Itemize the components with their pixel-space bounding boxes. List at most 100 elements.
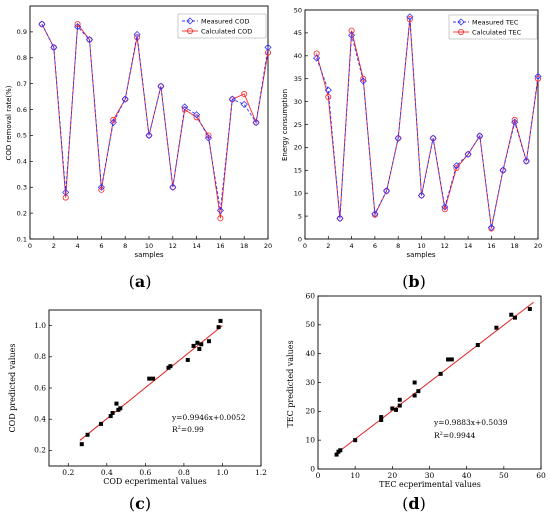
data-point-measured [157,82,165,90]
data-point-measured [85,36,94,44]
y-tick-label: 5 [298,212,302,220]
data-point-measured [240,100,248,108]
x-tick-label: 20 [264,242,272,250]
x-tick-label: 8 [396,242,400,250]
scatter-point [379,417,384,422]
y-tick-label: 20 [294,144,302,152]
y-tick-label: 0 [298,235,302,243]
panel-c-r-squared: R2=0.99 [172,425,204,434]
scatter-point [338,448,343,453]
scatter-point [114,401,119,406]
x-tick-label: 10 [350,471,360,480]
panel-b-plot-frame [304,9,539,240]
data-point-calculated [98,186,105,193]
y-tick-label: 35 [294,75,302,83]
data-point-measured [522,157,530,165]
data-point-calculated [325,94,332,101]
data-point-measured [133,30,141,39]
data-point-measured [441,203,449,211]
x-tick-label: 18 [240,242,248,250]
scatter-point [199,342,204,347]
series-line-measured [316,16,539,228]
scatter-point [168,364,173,369]
panel-a-plot-frame [29,5,269,240]
x-tick-label: 12 [441,242,449,250]
scatter-point [512,315,517,320]
y-tick-label: 0.8 [17,54,27,62]
legend-label-measured-tec: Measured TEC [472,19,519,27]
circle-icon [457,28,464,35]
scatter-point [118,406,123,411]
data-point-measured [204,134,213,142]
fit-line [79,325,223,441]
x-tick-label: 16 [487,242,495,250]
data-point-calculated [313,50,320,57]
data-point-calculated [535,75,542,82]
x-tick-label: 0 [28,242,32,250]
y-tick-label: 50 [305,320,315,329]
x-tick-label: 1.0 [216,468,228,477]
y-tick-label: 0.5 [17,132,27,140]
y-tick-label: 0.6 [17,106,27,114]
data-point-calculated [110,116,117,123]
panel-c-y-axis-label: COD predicted values [8,344,17,433]
diamond-icon [186,17,194,25]
legend-label-calculated-cod: Calculated COD [201,28,252,36]
scatter-point [191,343,196,348]
x-tick-label: 50 [499,471,509,480]
data-point-calculated [453,165,460,172]
scatter-point [147,376,152,381]
x-tick-label: 30 [425,471,435,480]
y-tick-label: 30 [294,98,302,106]
data-point-measured [511,118,519,126]
panel-d-x-axis-label: TEC ecperimental values [379,480,481,489]
y-tick-label: 0.1 [17,235,27,243]
data-point-calculated [406,16,413,23]
x-tick-label: 8 [123,242,127,250]
diamond-icon [457,18,465,26]
series-line-calculated [316,19,539,229]
panel-b-y-axis-label: Energy consumption [281,89,289,161]
x-tick-label: 20 [388,471,398,480]
panel-c-caption: (c) [129,494,151,513]
y-tick-label: 10 [305,435,315,444]
x-tick-label: 4 [350,242,354,250]
panel-a-y-axis-label: COD removal rate(%) [5,85,13,160]
y-tick-label: 0.4 [17,158,27,166]
x-tick-label: 0 [303,242,307,250]
scatter-point [438,371,443,376]
x-tick-label: 0.8 [178,468,190,477]
x-tick-label: 2 [52,242,56,250]
scatter-point [151,376,156,381]
y-tick-label: 0.7 [17,80,27,88]
y-tick-label: 0.3 [17,184,27,192]
data-point-measured [452,162,461,170]
panel-a-legend: Measured COD Calculated COD [177,13,267,39]
panel-c-fit-equation: y=0.9946x+0.0052 [171,413,246,422]
x-tick-label: 16 [216,242,224,250]
panel-d-fit-equation: y=0.9883x+0.5039 [433,418,508,427]
data-point-measured [313,54,321,62]
scatter-point [334,452,339,457]
scatter-point [216,325,221,330]
series-line-measured [41,23,269,211]
data-point-measured [348,31,356,39]
y-tick-label: 0.9 [17,28,27,36]
y-tick-label: 40 [294,52,302,60]
x-tick-label: 6 [99,242,103,250]
scatter-point [85,432,90,437]
y-tick-label: 0.6 [34,383,46,392]
scatter-point [416,389,421,394]
y-tick-label: 50 [294,6,302,14]
data-point-measured [109,118,117,127]
panel-b-legend-box [448,14,538,40]
y-tick-label: 45 [294,29,302,37]
data-point-measured [181,103,189,111]
panel-d-ticks: 0 10 20 30 40 50 60 0 10 20 30 40 50 60 [305,291,546,480]
panel-d-scatter-chart: 0 10 20 30 40 50 60 0 10 20 30 40 50 60 y=0.9883x+0.5… [286,291,546,513]
legend-label-calculated-tec: Calculated TEC [472,29,522,37]
data-point-measured [50,43,58,51]
data-point-measured [487,223,495,232]
data-point-measured [228,95,236,103]
x-tick-label: 40 [462,471,472,480]
